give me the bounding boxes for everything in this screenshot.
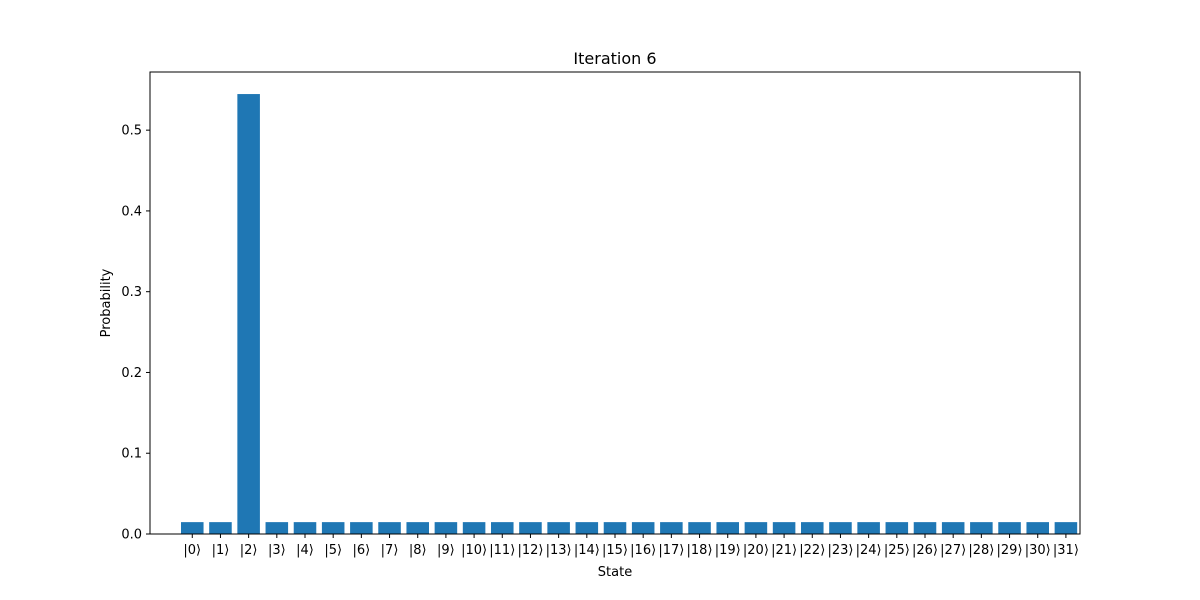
bar-11 xyxy=(491,522,514,534)
x-tick-label-10: |10⟩ xyxy=(461,543,487,558)
x-tick-label-24: |24⟩ xyxy=(856,543,882,558)
x-tick-label-21: |21⟩ xyxy=(771,543,797,558)
bar-7 xyxy=(378,522,401,534)
x-tick-label-3: |3⟩ xyxy=(268,543,286,558)
x-tick-label-19: |19⟩ xyxy=(715,543,741,558)
bar-5 xyxy=(321,522,345,534)
bar-28 xyxy=(970,522,993,534)
x-tick-label-28: |28⟩ xyxy=(968,543,994,558)
bar-6 xyxy=(350,522,373,534)
bar-15 xyxy=(603,522,627,534)
x-tick-label-15: |15⟩ xyxy=(602,543,628,558)
bar-2 xyxy=(237,94,260,535)
x-tick-label-7: |7⟩ xyxy=(381,543,399,558)
x-axis-ticks: |0⟩ |1⟩ |2⟩ |3⟩ |4⟩ |5⟩ |6⟩ |7⟩ |8⟩ |9⟩ |10⟩ |11⟩ |1… xyxy=(183,534,1079,558)
x-tick-label-31: |31⟩ xyxy=(1053,543,1079,558)
y-tick-label-5: 0.5 xyxy=(121,124,142,139)
y-tick-label-1: 0.1 xyxy=(121,447,142,462)
bar-17 xyxy=(660,522,683,534)
bar-16 xyxy=(631,522,655,534)
bar-23 xyxy=(829,522,852,534)
x-tick-label-30: |30⟩ xyxy=(1025,543,1051,558)
x-tick-label-27: |27⟩ xyxy=(940,543,966,558)
x-tick-label-23: |23⟩ xyxy=(827,543,853,558)
x-tick-label-12: |12⟩ xyxy=(517,543,543,558)
x-tick-label-16: |16⟩ xyxy=(630,543,656,558)
bar-29 xyxy=(998,522,1021,534)
x-tick-label-9: |9⟩ xyxy=(437,543,455,558)
x-tick-label-0: |0⟩ xyxy=(183,543,201,558)
bars-group xyxy=(181,94,1078,535)
bar-3 xyxy=(265,522,289,534)
x-tick-label-18: |18⟩ xyxy=(687,543,713,558)
x-axis-label: State xyxy=(598,565,632,580)
x-tick-label-14: |14⟩ xyxy=(574,543,600,558)
bar-27 xyxy=(941,522,965,534)
x-tick-label-2: |2⟩ xyxy=(240,543,258,558)
x-tick-label-26: |26⟩ xyxy=(912,543,938,558)
x-tick-label-1: |1⟩ xyxy=(212,543,230,558)
x-tick-label-6: |6⟩ xyxy=(352,543,370,558)
plot-frame xyxy=(149,71,1081,535)
bar-31 xyxy=(1054,522,1078,534)
y-axis-label: Probability xyxy=(99,268,114,337)
bar-10 xyxy=(462,522,486,534)
y-tick-label-0: 0.0 xyxy=(121,528,142,543)
x-tick-label-25: |25⟩ xyxy=(884,543,910,558)
x-tick-label-22: |22⟩ xyxy=(799,543,825,558)
bar-9 xyxy=(434,522,458,534)
bar-0 xyxy=(181,522,204,534)
y-tick-label-2: 0.2 xyxy=(121,366,142,381)
bar-14 xyxy=(575,522,599,534)
x-tick-label-17: |17⟩ xyxy=(658,543,684,558)
bar-22 xyxy=(801,522,824,534)
bar-21 xyxy=(772,522,796,534)
bar-20 xyxy=(744,522,768,534)
bar-19 xyxy=(716,522,739,534)
bar-8 xyxy=(406,522,429,534)
bar-18 xyxy=(688,522,711,534)
y-axis-ticks: 0.0 0.1 0.2 0.3 0.4 0.5 xyxy=(121,124,150,543)
x-tick-label-5: |5⟩ xyxy=(324,543,342,558)
bar-30 xyxy=(1026,522,1049,534)
x-tick-label-11: |11⟩ xyxy=(489,543,515,558)
bar-26 xyxy=(913,522,937,534)
chart-title: Iteration 6 xyxy=(573,49,656,68)
bar-12 xyxy=(519,522,542,534)
bar-4 xyxy=(293,522,317,534)
bar-24 xyxy=(857,522,880,534)
y-tick-label-4: 0.4 xyxy=(121,204,142,219)
bar-1 xyxy=(209,522,232,534)
y-tick-label-3: 0.3 xyxy=(121,285,142,300)
x-tick-label-8: |8⟩ xyxy=(409,543,427,558)
x-tick-label-4: |4⟩ xyxy=(296,543,314,558)
x-tick-label-13: |13⟩ xyxy=(546,543,572,558)
bar-25 xyxy=(885,522,909,534)
x-tick-label-20: |20⟩ xyxy=(743,543,769,558)
x-tick-label-29: |29⟩ xyxy=(997,543,1023,558)
bar-13 xyxy=(547,522,570,534)
